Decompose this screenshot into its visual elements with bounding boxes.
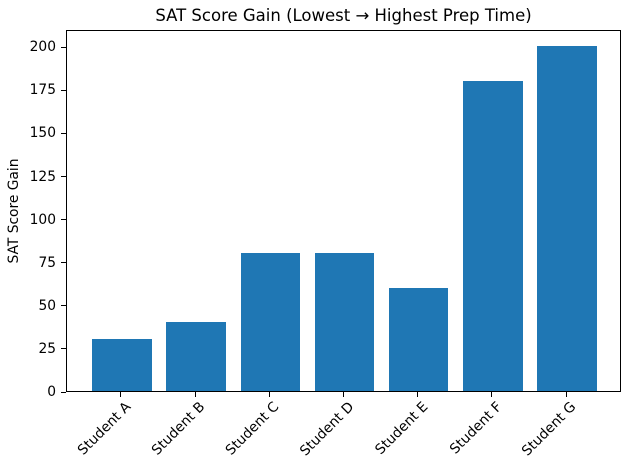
y-tick-label: 125 xyxy=(29,168,56,185)
x-tick-mark xyxy=(120,392,122,397)
y-tick-mark xyxy=(61,46,66,48)
x-tick-mark xyxy=(343,392,344,397)
y-tick-mark xyxy=(61,391,66,393)
y-tick-mark xyxy=(61,348,66,350)
bar xyxy=(92,339,152,391)
x-tick-mark xyxy=(417,392,419,397)
y-tick-mark xyxy=(61,305,66,307)
x-tick-mark xyxy=(268,392,270,397)
y-tick-mark xyxy=(61,132,66,134)
y-tick-mark xyxy=(61,89,66,91)
x-tick-label: Student G xyxy=(519,399,580,460)
y-tick-label: 75 xyxy=(38,254,56,271)
y-tick-label: 175 xyxy=(29,82,56,99)
bar xyxy=(240,253,300,391)
bar xyxy=(389,287,449,391)
x-tick-mark xyxy=(491,392,493,397)
y-tick-mark xyxy=(61,262,66,264)
y-tick-label: 150 xyxy=(29,125,56,142)
bar xyxy=(314,253,375,391)
plot-area xyxy=(66,30,621,392)
x-tick-label: Student C xyxy=(222,399,283,459)
x-tick-label: Student B xyxy=(148,399,209,459)
x-tick-mark xyxy=(194,392,196,397)
y-tick-mark xyxy=(61,219,66,221)
x-tick-label: Student D xyxy=(296,399,357,460)
x-tick-label: Student F xyxy=(446,399,506,458)
y-tick-label: 25 xyxy=(38,340,56,357)
chart-title: SAT Score Gain (Lowest → Highest Prep Ti… xyxy=(155,6,532,25)
bar xyxy=(537,46,597,391)
y-tick-label: 0 xyxy=(47,384,56,400)
x-tick-label: Student A xyxy=(74,399,135,459)
bar xyxy=(166,322,226,391)
x-tick-label: Student E xyxy=(372,399,432,458)
y-tick-label: 50 xyxy=(38,297,56,314)
y-tick-label: 200 xyxy=(29,39,56,56)
bar xyxy=(463,80,523,391)
x-tick-mark xyxy=(565,392,567,397)
y-tick-mark xyxy=(61,176,66,178)
y-tick-label: 100 xyxy=(29,211,56,228)
